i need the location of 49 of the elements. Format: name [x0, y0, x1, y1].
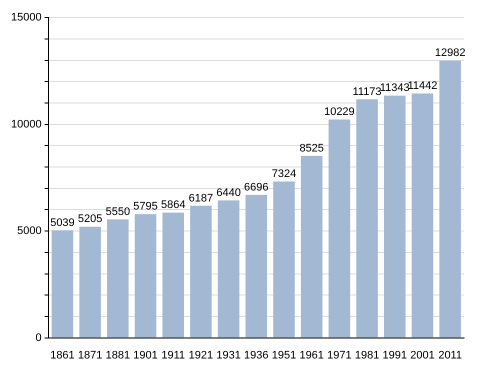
x-tick-label: 1911: [161, 349, 186, 362]
bar: [356, 99, 378, 338]
data-label: 11343: [380, 82, 410, 94]
bar: [162, 212, 184, 338]
x-tick-label: 1936: [244, 349, 269, 362]
bar: [246, 194, 268, 338]
bar: [384, 96, 406, 338]
data-label: 11173: [352, 86, 382, 98]
data-label: 8525: [299, 142, 324, 154]
y-tick-label: 5000: [17, 225, 42, 238]
bar: [412, 94, 434, 338]
data-label: 10229: [324, 106, 355, 118]
data-label: 7324: [272, 168, 296, 180]
x-tick-label: 1961: [299, 349, 324, 362]
x-tick-label: 1981: [354, 349, 380, 362]
x-tick-label: 1991: [382, 349, 408, 362]
data-label: 6696: [244, 181, 269, 194]
data-label: 6187: [188, 192, 214, 204]
bar: [439, 60, 461, 338]
bar: [273, 181, 295, 338]
x-tick-label: 1871: [78, 349, 102, 362]
x-tick-label: 1971: [327, 349, 352, 362]
data-label: 11442: [408, 80, 438, 92]
y-tick-label: 0: [35, 332, 42, 344]
data-label: 12982: [434, 47, 466, 60]
y-tick-label: 10000: [10, 118, 42, 130]
bar: [52, 230, 74, 338]
bar: [190, 206, 212, 338]
x-tick-label: 1931: [216, 349, 241, 362]
x-tick-label: 1881: [106, 349, 130, 362]
data-label: 5205: [78, 213, 102, 226]
x-tick-label: 1861: [50, 349, 75, 362]
x-tick-label: 2011: [438, 349, 462, 362]
bar: [107, 219, 129, 338]
x-tick-label: 2001: [410, 349, 435, 362]
data-label: 5864: [160, 199, 186, 212]
data-label: 5039: [50, 216, 75, 229]
x-tick-label: 1951: [272, 349, 296, 362]
data-label: 5550: [106, 206, 130, 218]
bar: [79, 226, 101, 338]
bar: [218, 200, 240, 338]
bar: [134, 214, 156, 338]
bar: [300, 156, 322, 338]
x-tick-label: 1921: [188, 349, 214, 362]
data-label: 6440: [216, 186, 241, 199]
bar: [328, 119, 350, 338]
data-label: 5795: [133, 200, 158, 213]
y-tick-label: 15000: [10, 12, 42, 24]
x-tick-label: 1901: [133, 349, 158, 362]
